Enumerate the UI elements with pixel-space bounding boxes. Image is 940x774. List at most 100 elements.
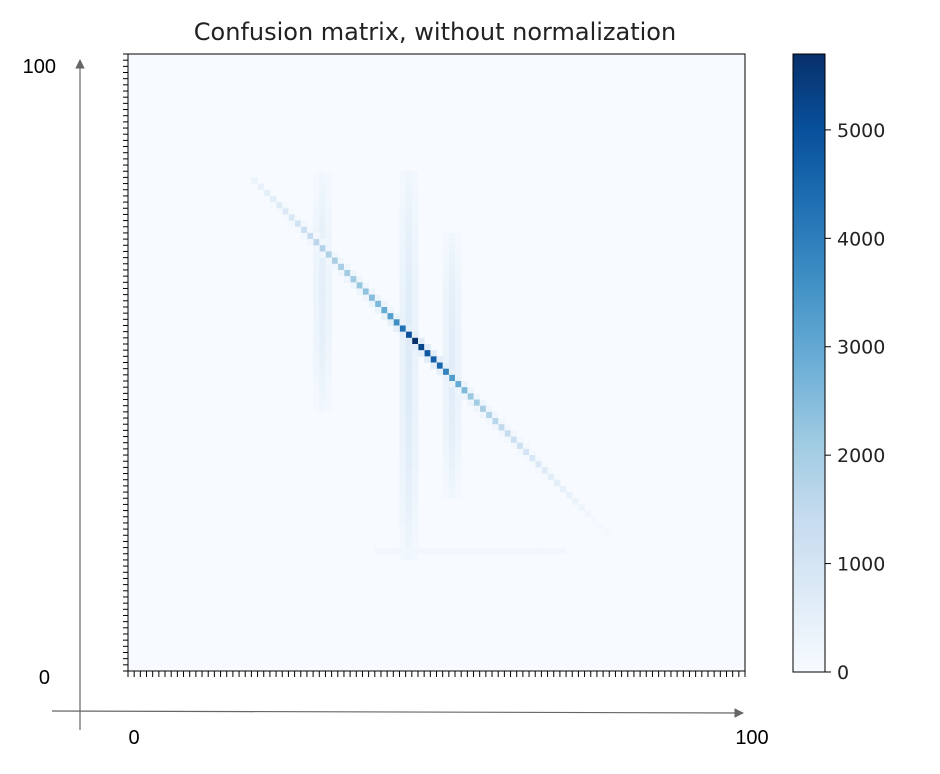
column-cell-0 — [313, 381, 320, 388]
column-cell-1 — [405, 418, 413, 425]
band-cell — [374, 547, 382, 555]
diagonal-cell — [485, 411, 493, 419]
diagonal-cell — [393, 319, 400, 326]
column-cell-1 — [405, 183, 413, 191]
column-cell-1 — [399, 350, 407, 357]
near-diagonal-cell — [337, 269, 345, 277]
column-cell-1 — [411, 183, 419, 191]
column-cell-1 — [399, 461, 407, 468]
column-cell-2 — [442, 418, 450, 425]
column-cell-1 — [411, 226, 419, 234]
column-cell-2 — [448, 485, 456, 493]
near-diagonal-cell — [492, 424, 499, 431]
near-diagonal-cell — [535, 467, 542, 474]
column-cell-1 — [399, 424, 407, 431]
column-cell-1 — [399, 232, 407, 240]
column-cell-2 — [442, 306, 450, 314]
column-cell-2 — [455, 479, 462, 487]
diagonal-cell — [405, 331, 413, 339]
band-cell — [510, 547, 518, 555]
column-cell-2 — [442, 239, 450, 246]
column-cell-1 — [405, 504, 413, 511]
near-diagonal-cell — [306, 239, 314, 246]
band-cell — [522, 547, 530, 555]
column-cell-1 — [405, 461, 413, 468]
column-cell-1 — [399, 411, 407, 419]
column-cell-1 — [405, 245, 413, 252]
near-diagonal-cell — [374, 306, 382, 314]
near-diagonal-cell — [393, 325, 400, 333]
near-diagonal-cell — [288, 208, 295, 215]
column-cell-0 — [325, 294, 333, 302]
column-cell-0 — [319, 319, 326, 326]
near-diagonal-cell — [455, 387, 462, 394]
diagonal-cell — [572, 498, 579, 505]
column-cell-0 — [325, 202, 333, 209]
column-cell-0 — [325, 393, 333, 400]
column-cell-1 — [405, 239, 413, 246]
column-cell-0 — [325, 362, 333, 370]
column-cell-1 — [399, 208, 407, 215]
column-cell-1 — [399, 553, 407, 561]
column-cell-1 — [411, 442, 419, 450]
near-diagonal-cell — [399, 319, 407, 326]
column-cell-1 — [399, 171, 407, 178]
diagonal-cell — [553, 479, 561, 487]
band-cell — [380, 547, 388, 555]
column-cell-0 — [325, 208, 333, 215]
column-cell-0 — [325, 171, 333, 178]
near-diagonal-cell — [300, 232, 308, 240]
band-cell — [541, 547, 548, 555]
column-cell-1 — [399, 239, 407, 246]
column-cell-1 — [411, 306, 419, 314]
band-cell — [424, 547, 431, 555]
near-diagonal-cell — [442, 374, 450, 382]
column-cell-2 — [448, 362, 456, 370]
colorbar-tick-label: 2000 — [837, 445, 885, 467]
column-cell-2 — [442, 424, 450, 431]
column-cell-1 — [405, 541, 413, 548]
column-cell-1 — [399, 300, 407, 308]
y-axis-max-label: 100 — [23, 56, 56, 78]
column-cell-1 — [411, 239, 419, 246]
column-cell-1 — [411, 522, 419, 530]
diagonal-cell — [461, 387, 468, 394]
column-cell-1 — [399, 362, 407, 370]
diagonal-cell — [467, 393, 474, 400]
column-cell-2 — [442, 356, 450, 363]
column-cell-1 — [411, 516, 419, 524]
column-cell-2 — [442, 455, 450, 462]
column-cell-0 — [319, 294, 326, 302]
band-cell — [529, 547, 536, 555]
column-cell-1 — [411, 294, 419, 302]
column-cell-2 — [448, 319, 456, 326]
column-cell-0 — [325, 300, 333, 308]
column-cell-0 — [319, 189, 326, 197]
near-diagonal-cell — [350, 282, 357, 289]
near-diagonal-cell — [498, 430, 505, 437]
column-cell-1 — [405, 387, 413, 394]
column-cell-2 — [442, 288, 450, 296]
near-diagonal-cell — [331, 263, 339, 271]
column-cell-1 — [411, 189, 419, 197]
column-cell-1 — [399, 189, 407, 197]
column-cell-1 — [411, 350, 419, 357]
column-cell-2 — [442, 263, 450, 271]
column-cell-1 — [405, 516, 413, 524]
diagonal-cell — [362, 288, 370, 296]
column-cell-2 — [448, 313, 456, 320]
near-diagonal-cell — [306, 226, 314, 234]
column-cell-0 — [319, 226, 326, 234]
column-cell-2 — [455, 436, 462, 444]
column-cell-0 — [319, 177, 326, 184]
column-cell-1 — [405, 448, 413, 456]
column-cell-1 — [399, 455, 407, 462]
column-cell-1 — [399, 381, 407, 388]
column-cell-1 — [411, 276, 419, 283]
column-cell-2 — [448, 430, 456, 437]
column-cell-1 — [411, 282, 419, 289]
near-diagonal-cell — [411, 343, 419, 351]
colorbar-tick-label: 0 — [837, 662, 849, 684]
column-cell-0 — [319, 374, 326, 382]
